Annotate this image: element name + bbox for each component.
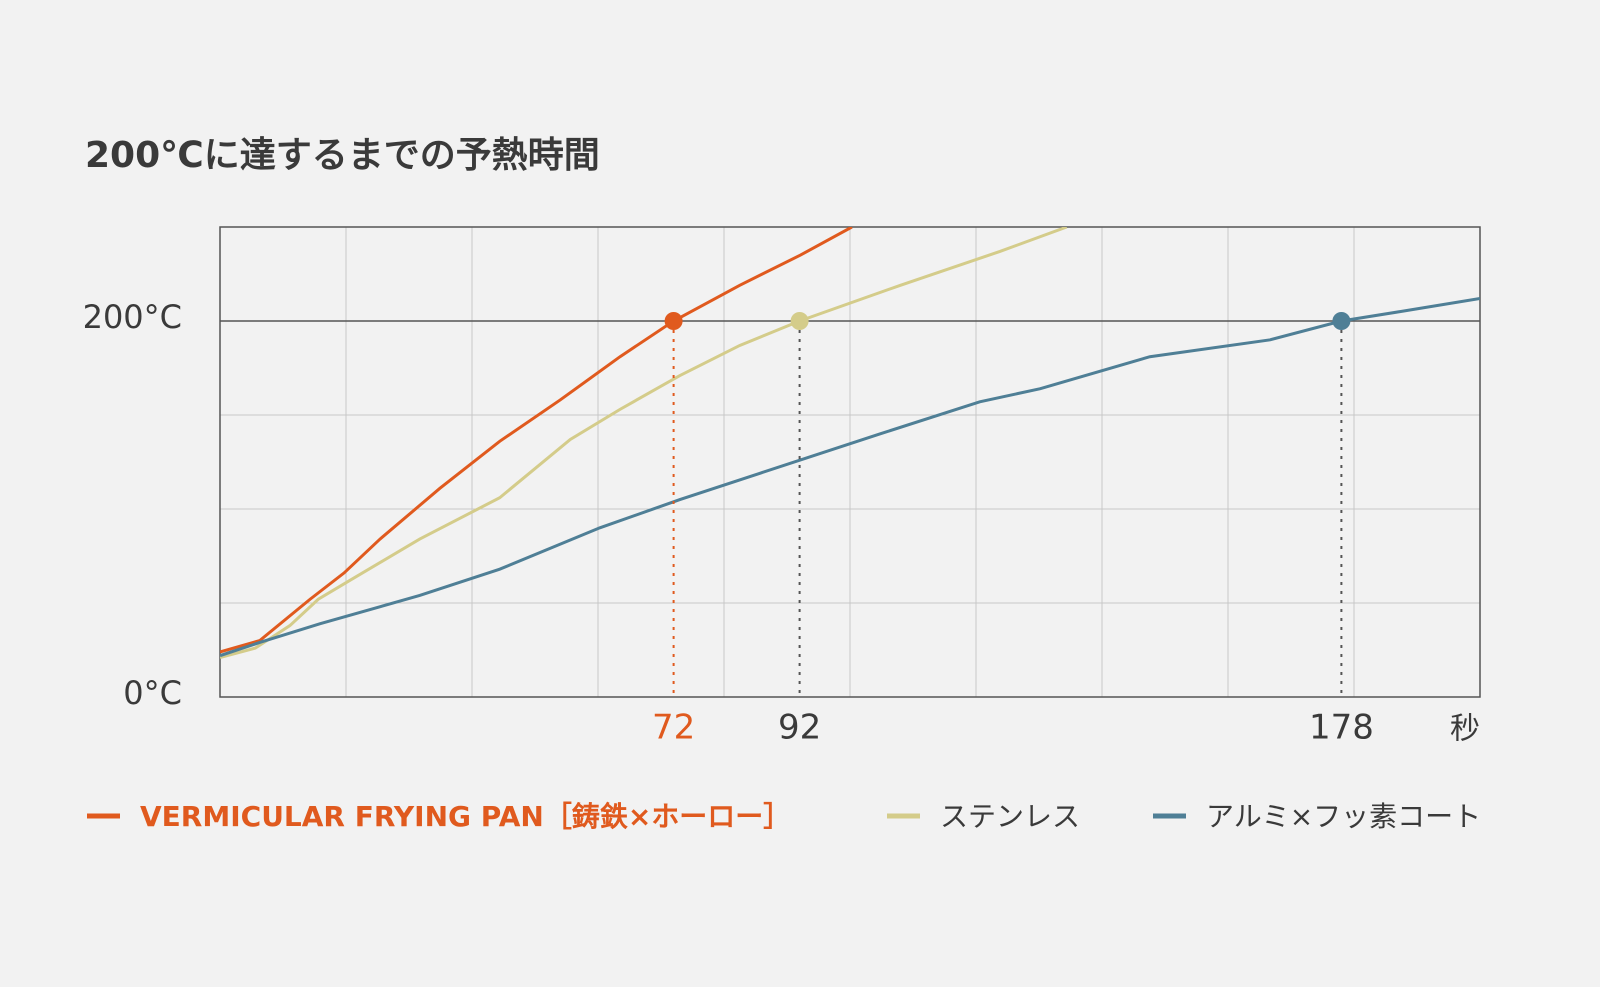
series-line [220,296,1480,658]
marker-dot [1332,312,1351,330]
legend-label: アルミ×フッ素コート [1206,800,1481,833]
legend-label: VERMICULAR FRYING PAN［鋳鉄×ホーロー］ [140,800,791,833]
series-line [220,227,1068,659]
y-tick-label: 0°C [123,674,182,712]
marker-dot [664,312,683,330]
y-tick-label: 200°C [83,298,182,336]
chart-title: 200℃に達するまでの予熱時間 [85,135,600,176]
series-line [220,227,853,654]
marker-dot [790,312,809,330]
marker-label: 92 [778,708,821,748]
marker-label: 72 [652,708,695,748]
legend-label: ステンレス [940,800,1080,833]
x-axis-label: 秒 [1450,712,1480,747]
marker-label: 178 [1309,708,1374,748]
